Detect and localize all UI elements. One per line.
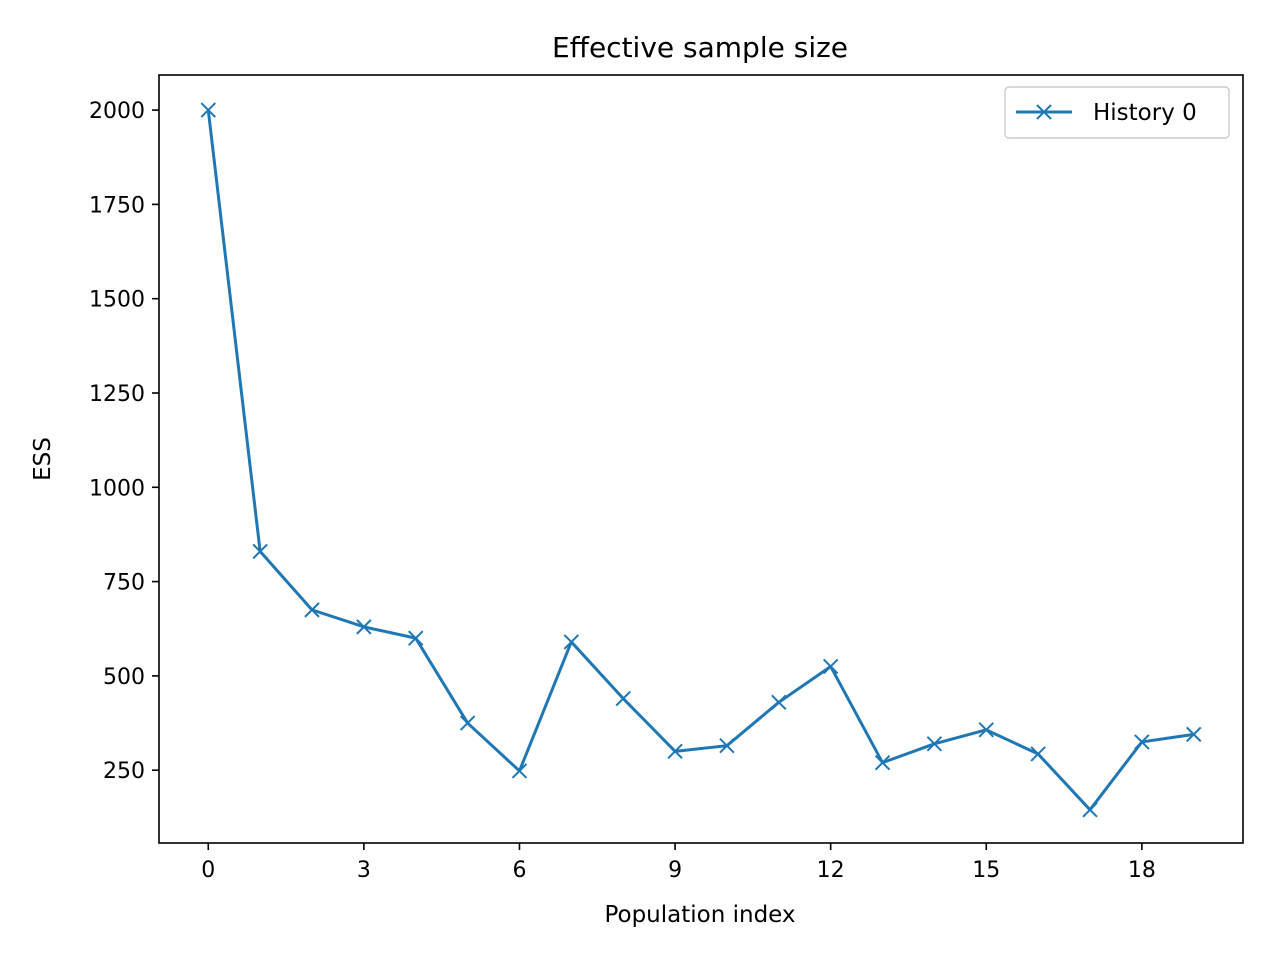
data-point: [511, 763, 528, 779]
data-point: [978, 722, 994, 738]
data-point: [667, 743, 683, 760]
y-axis-label: ESS: [30, 437, 56, 481]
data-point: [200, 102, 216, 118]
y-tick-label: 1750: [89, 193, 145, 218]
data-point: [874, 754, 891, 771]
y-axis: 250 500 750 1000 1250 1500 1750 2000: [89, 99, 159, 784]
data-point: [356, 619, 372, 635]
y-tick-label: 1500: [89, 288, 145, 313]
data-point: [615, 690, 631, 707]
data-point: [1134, 734, 1150, 750]
data-point: [926, 736, 943, 752]
data-point: [719, 737, 735, 754]
x-tick-label: 6: [512, 858, 526, 883]
x-tick-label: 0: [201, 858, 215, 883]
series-layer: [200, 102, 1202, 818]
x-tick-label: 15: [972, 858, 1000, 883]
y-tick-label: 250: [103, 759, 145, 784]
y-tick-label: 500: [103, 665, 145, 690]
data-point: [563, 634, 580, 650]
data-point: [408, 630, 424, 646]
x-tick-label: 18: [1128, 858, 1156, 883]
legend-marker-history-0: [1036, 104, 1052, 120]
x-tick-label: 3: [357, 858, 371, 883]
data-point: [1030, 746, 1046, 762]
data-point: [459, 715, 476, 731]
y-tick-label: 750: [103, 571, 145, 596]
y-tick-label: 1250: [89, 382, 145, 407]
series-line-history-0: [206, 109, 1194, 812]
data-point: [252, 543, 268, 560]
y-tick-label: 1000: [89, 476, 145, 501]
x-tick-label: 9: [668, 858, 682, 883]
y-tick-label: 2000: [89, 99, 145, 124]
legend-box: [1004, 86, 1230, 139]
x-tick-label: 12: [817, 858, 845, 883]
plot-area: 0 3 6 9 12 15 18 250 500 750 1000 1250 1500 1750 2000: [89, 74, 1244, 883]
x-axis: 0 3 6 9 12 15 18: [201, 843, 1156, 883]
x-axis-label: Population index: [604, 902, 795, 928]
chart-title: Effective sample size: [552, 31, 848, 64]
data-point: [304, 602, 320, 618]
legend-label-history-0: History 0: [1093, 100, 1197, 126]
data-point: [1186, 726, 1202, 743]
data-point: [771, 694, 787, 711]
plot-frame: [158, 74, 1244, 844]
legend: History 0: [1004, 86, 1230, 139]
data-point: [1082, 802, 1098, 818]
data-point: [822, 658, 839, 675]
